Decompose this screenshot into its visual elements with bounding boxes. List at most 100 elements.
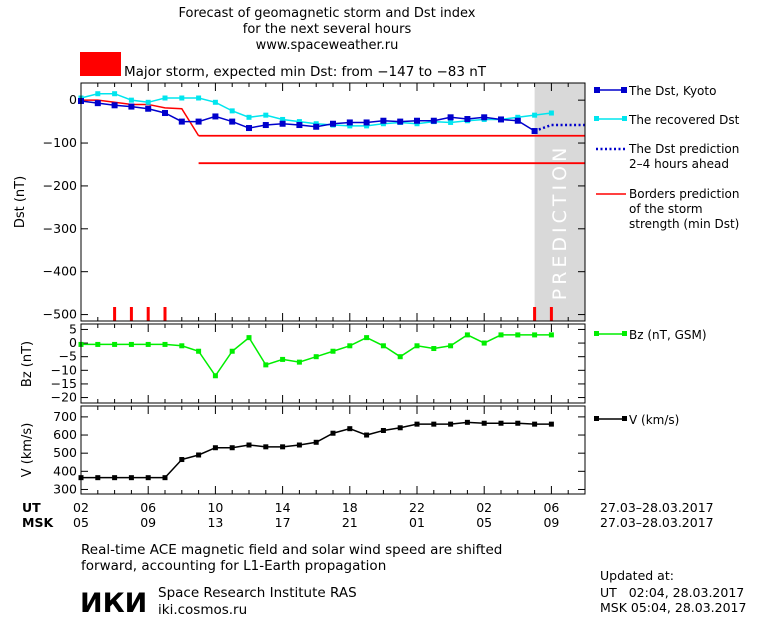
dst-kyoto-point	[178, 118, 185, 125]
dst-kyoto-point	[430, 117, 437, 124]
bz-point	[296, 359, 302, 365]
ut-tick-label: 14	[275, 500, 291, 515]
ut-tick-label: 06	[543, 500, 559, 515]
msk-tick-label: 05	[476, 515, 492, 530]
v-point	[464, 419, 470, 425]
legend-bz-label: Bz (nT, GSM)	[629, 328, 707, 342]
bz-point	[481, 340, 487, 346]
v-axis-ticks: 700 600 500 400 300	[53, 406, 586, 496]
bz-point	[330, 348, 336, 354]
dst-kyoto-point	[229, 118, 236, 125]
recovered-dst-point	[280, 116, 286, 122]
v-point	[330, 430, 336, 436]
updated-msk: MSK 05:04, 28.03.2017	[600, 600, 746, 615]
title-line-3: www.spaceweather.ru	[256, 38, 399, 53]
title-line-1: Forecast of geomagnetic storm and Dst in…	[178, 6, 475, 21]
bz-point	[112, 341, 118, 347]
dst-kyoto-point	[464, 116, 471, 123]
time-axis: UT MSK 27.03–28.03.2017 27.03–28.03.2017…	[22, 500, 714, 530]
bz-point	[498, 332, 504, 338]
dst-kyoto-point	[514, 117, 521, 124]
bz-point	[548, 332, 554, 338]
y-tick-label: −20	[51, 390, 77, 405]
updated-label: Updated at:	[600, 568, 674, 583]
storm-hour-marker	[129, 307, 133, 321]
v-point	[397, 425, 403, 431]
bz-axis-ticks: 50−5−10−15−20	[51, 321, 586, 405]
y-tick-label: 0	[69, 335, 77, 350]
recovered-dst-point	[145, 99, 151, 105]
bz-point	[414, 343, 420, 349]
y-tick-label: −5	[59, 349, 77, 364]
bz-point	[263, 362, 269, 368]
dst-kyoto-point	[94, 100, 101, 107]
v-point	[532, 421, 538, 427]
recovered-dst-point	[380, 121, 386, 127]
recovered-dst-point	[128, 97, 134, 103]
recovered-dst-point	[179, 95, 185, 101]
recovered-dst-point	[212, 99, 218, 105]
dst-axis-title: Dst (nT)	[13, 176, 28, 228]
title-line-2: for the next several hours	[243, 22, 412, 37]
legend-v-label: V (km/s)	[629, 413, 679, 427]
y-tick-label: 400	[53, 463, 77, 478]
bz-point	[464, 332, 470, 338]
legend-prediction-label-2: 2–4 hours ahead	[629, 157, 729, 171]
legend-recovered-marker	[622, 116, 627, 121]
y-tick-label: 700	[53, 409, 77, 424]
bz-point	[431, 346, 437, 352]
storm-level-label: Major storm, expected min Dst: from −147…	[124, 64, 487, 80]
recovered-dst-point	[246, 114, 252, 120]
legend-bz-marker	[594, 331, 599, 336]
v-plot-area	[78, 419, 554, 481]
bz-point	[246, 335, 252, 341]
dst-kyoto-point	[414, 117, 420, 124]
legend-prediction-label-1: The Dst prediction	[628, 142, 739, 156]
bz-point	[532, 332, 538, 338]
legend-v-marker	[622, 416, 627, 421]
legend-dst-kyoto-label: The Dst, Kyoto	[628, 84, 716, 98]
dst-kyoto-point	[128, 103, 135, 110]
legend-recovered-marker	[594, 116, 599, 121]
dst-kyoto-point	[363, 119, 370, 126]
recovered-dst-point	[515, 114, 521, 120]
legend-recovered-label: The recovered Dst	[628, 113, 740, 127]
v-point	[162, 475, 168, 481]
bz-point	[313, 354, 319, 360]
y-tick-label: −10	[51, 362, 77, 377]
v-point	[515, 420, 521, 426]
dst-kyoto-point	[330, 120, 336, 127]
v-point	[296, 442, 302, 448]
dst-kyoto-point	[498, 116, 504, 123]
bz-point	[95, 341, 101, 347]
ut-tick-label: 18	[342, 500, 358, 515]
iki-logo: ИКИ	[80, 588, 147, 619]
v-point	[263, 444, 269, 450]
v-point	[95, 475, 101, 481]
v-point	[112, 475, 118, 481]
prediction-label: PREDICTION	[549, 144, 571, 301]
v-point	[448, 421, 454, 427]
msk-date-range: 27.03–28.03.2017	[600, 515, 714, 530]
bz-point	[515, 332, 521, 338]
dst-kyoto-point	[346, 119, 353, 126]
recovered-dst-point	[313, 121, 319, 127]
y-tick-label: −100	[43, 135, 77, 150]
v-point	[229, 445, 235, 451]
y-tick-label: −500	[43, 307, 77, 322]
ut-tick-label: 02	[476, 500, 492, 515]
legend-bz-marker	[622, 331, 627, 336]
legend-borders-label-1: Borders prediction	[629, 187, 740, 201]
y-tick-label: 5	[69, 321, 77, 336]
bz-point	[196, 348, 202, 354]
recovered-dst-point	[532, 112, 538, 118]
v-line	[81, 421, 552, 479]
bz-panel-frame	[80, 323, 586, 404]
v-point	[145, 475, 151, 481]
bz-point	[280, 356, 286, 362]
updated-ut: UT 02:04, 28.03.2017	[600, 585, 744, 600]
dst-kyoto-point	[195, 118, 202, 125]
dst-kyoto-point	[447, 114, 454, 121]
bz-point	[145, 341, 151, 347]
v-panel-frame	[80, 405, 586, 495]
